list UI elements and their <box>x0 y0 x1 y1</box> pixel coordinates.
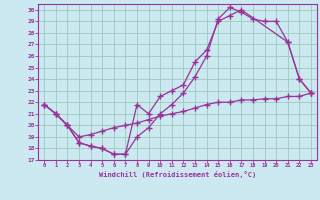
X-axis label: Windchill (Refroidissement éolien,°C): Windchill (Refroidissement éolien,°C) <box>99 171 256 178</box>
